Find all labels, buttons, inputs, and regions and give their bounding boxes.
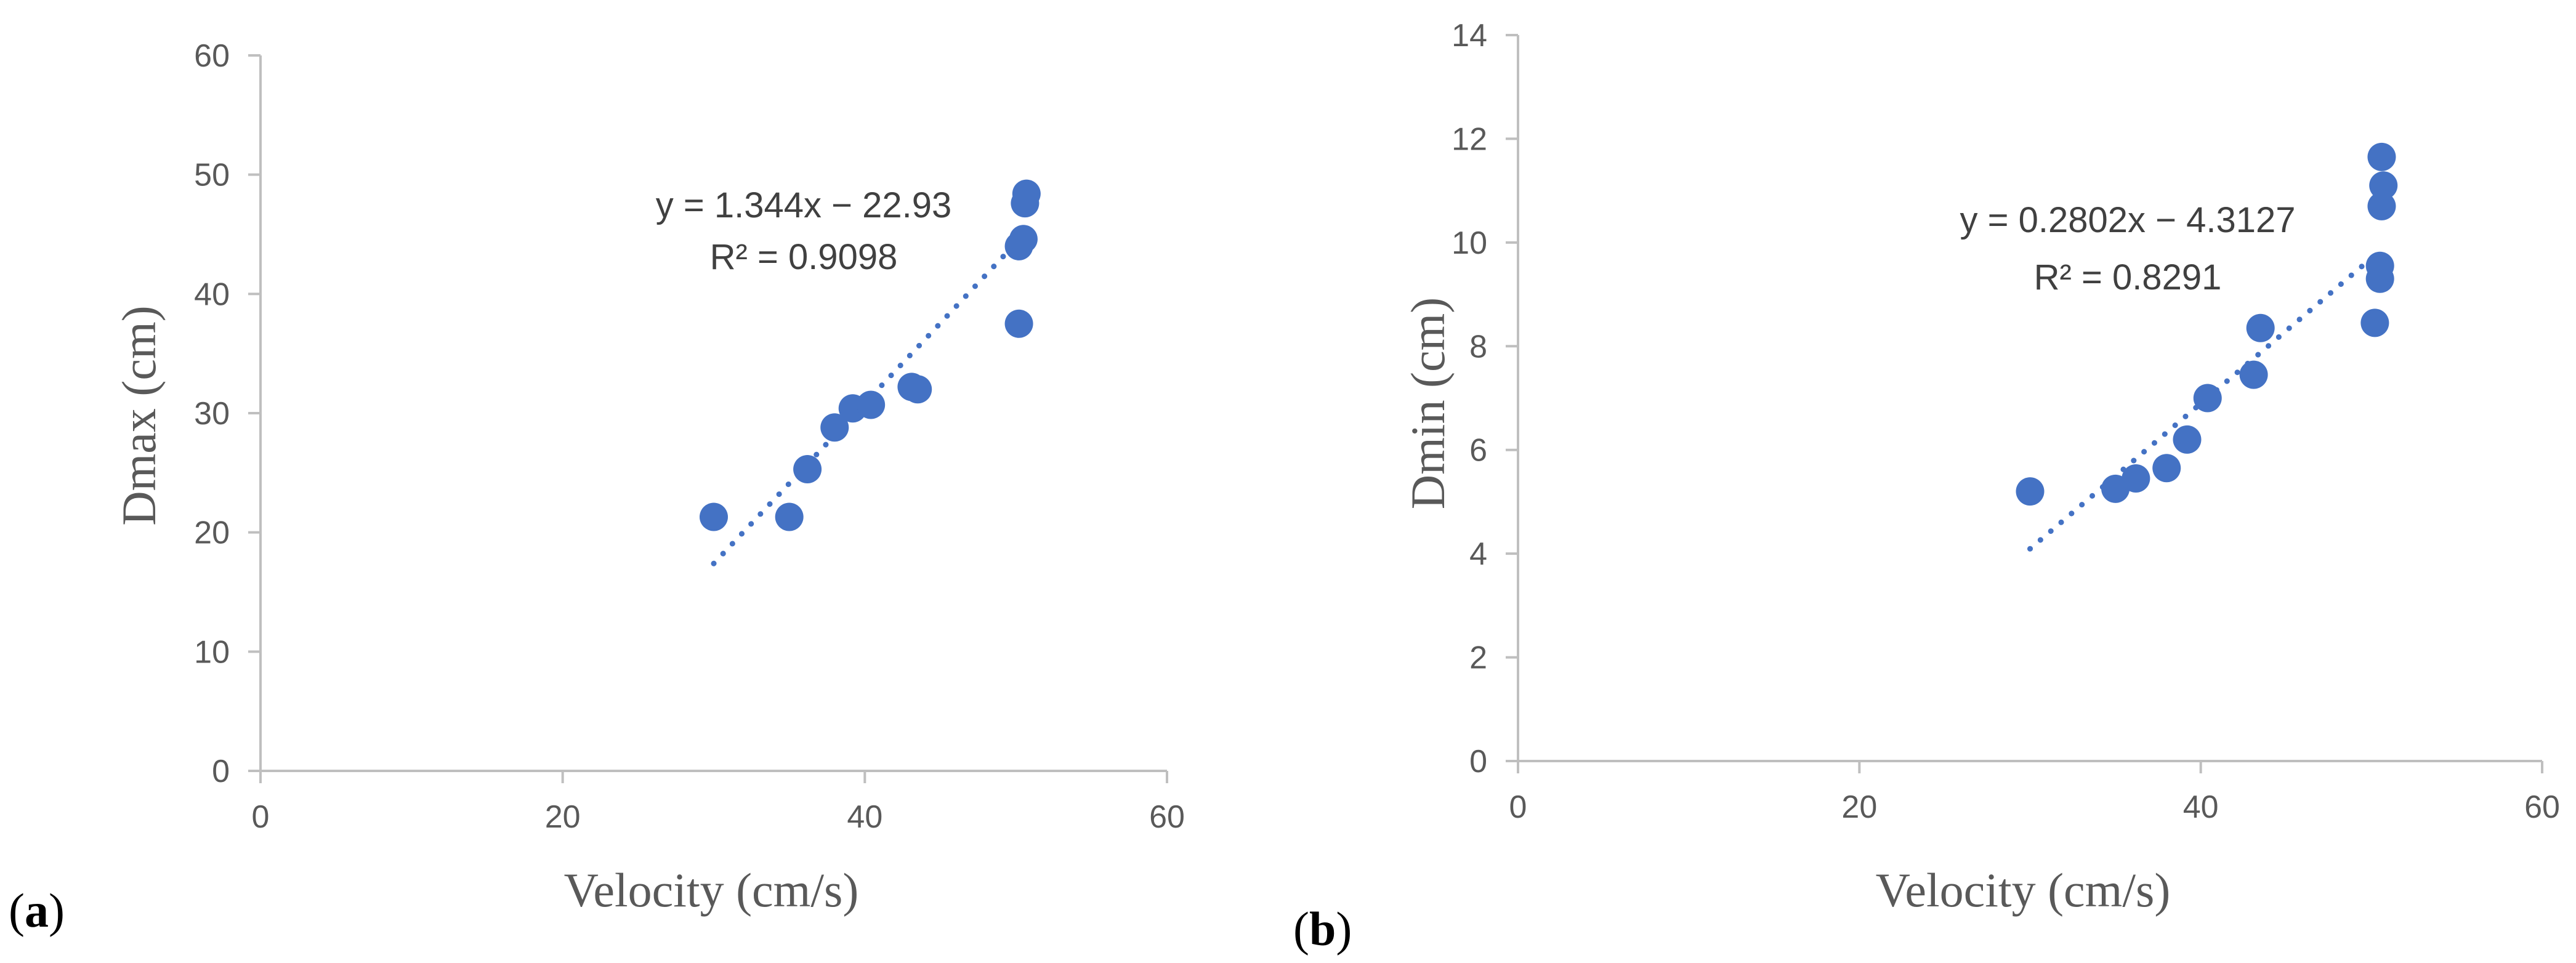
y-tick-label-a: 10 [194,634,230,670]
y-tick-label-b: 4 [1469,536,1487,572]
data-point-a [1009,225,1038,254]
data-point-a [820,413,849,442]
x-tick-label-b: 20 [1841,789,1877,825]
data-point-a [775,502,804,531]
data-point-a [700,502,728,531]
y-tick-label-a: 60 [194,38,230,74]
data-point-b [2367,191,2396,220]
x-axis-label-b: Velocity (cm/s) [1876,863,2171,917]
panel-label-a: (a) [9,884,65,937]
y-axis-label-b: Dmin (cm) [1401,297,1455,509]
data-point-b [2193,384,2222,413]
y-tick-label-b: 12 [1452,121,1487,157]
y-tick-label-b: 8 [1469,329,1487,365]
r-squared-a: R² = 0.9098 [710,237,898,277]
trendline-a [711,228,1030,566]
x-tick-label-a: 0 [252,799,270,835]
x-tick-label-a: 60 [1149,799,1185,835]
data-point-a [1004,309,1033,338]
y-axis-label-a: Dmax (cm) [112,305,166,525]
points-b [2016,142,2398,506]
data-point-b [2365,251,2394,280]
data-point-b [2367,142,2396,171]
x-tick-label-a: 20 [545,799,581,835]
tick-labels-b: 0 2 4 6 8 10 12 14 0 20 40 60 [1452,18,2560,825]
y-tick-label-a: 40 [194,276,230,312]
points-a [700,179,1041,531]
y-tick-label-b: 0 [1469,744,1487,780]
axes-b [1506,34,2543,773]
data-point-b [2122,464,2150,493]
y-tick-label-a: 20 [194,515,230,551]
x-tick-label-b: 40 [2183,789,2219,825]
y-tick-label-b: 10 [1452,225,1487,261]
data-point-a [1012,179,1041,208]
y-tick-label-a: 50 [194,158,230,193]
x-tick-label-b: 0 [1509,789,1527,825]
data-point-b [2173,425,2202,454]
data-point-b [2152,454,2181,483]
data-point-b [2239,360,2268,389]
y-tick-label-a: 0 [212,754,230,789]
x-axis-label-a: Velocity (cm/s) [564,863,859,917]
x-tick-label-b: 60 [2524,789,2560,825]
data-point-b [2016,477,2045,506]
y-tick-label-b: 2 [1469,640,1487,676]
data-point-b [2369,171,2398,200]
data-point-b [2246,313,2275,342]
data-point-b [2360,308,2389,337]
y-tick-label-b: 14 [1452,18,1487,54]
data-point-a [903,375,932,404]
axes-a [248,54,1168,783]
data-point-a [857,390,886,419]
data-point-a [793,455,822,484]
equation-b: y = 0.2802x − 4.3127 [1960,200,2296,240]
y-tick-label-b: 6 [1469,433,1487,469]
y-tick-label-a: 30 [194,396,230,432]
equation-a: y = 1.344x − 22.93 [656,185,951,225]
x-tick-label-a: 40 [847,799,882,835]
r-squared-b: R² = 0.8291 [2034,257,2222,297]
trendline-path-a [711,228,1030,566]
tick-labels-a: 0 10 20 30 40 50 60 0 20 40 60 [194,38,1185,835]
panel-label-b: (b) [1293,902,1352,956]
